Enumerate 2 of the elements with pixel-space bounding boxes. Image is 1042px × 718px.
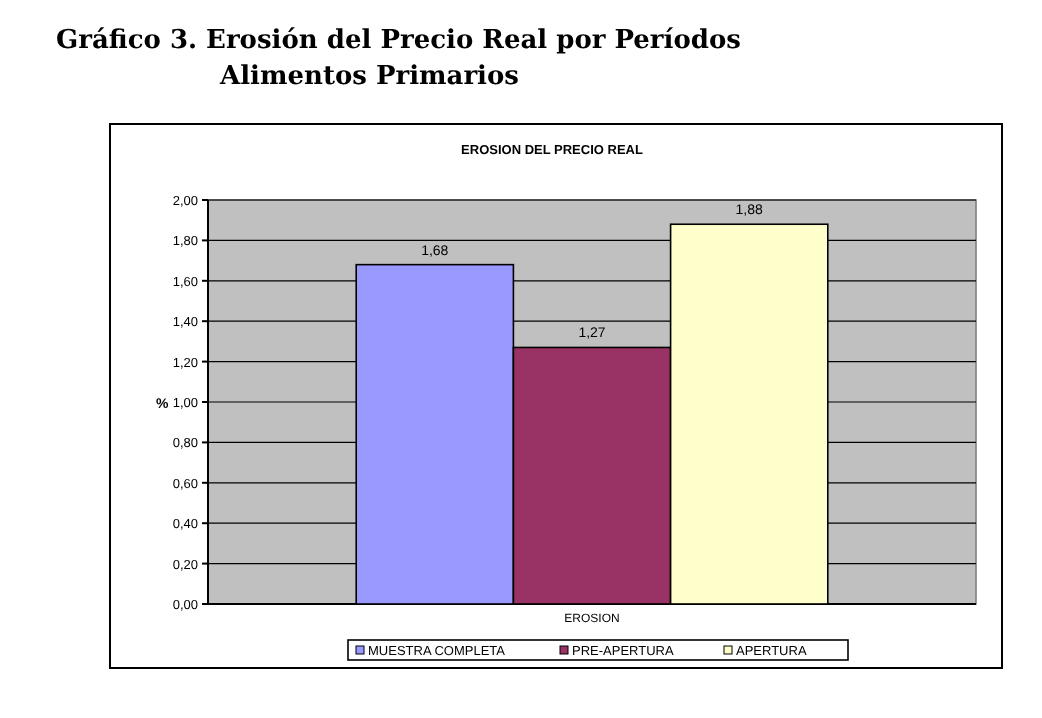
chart-title: Gráfico 3. Erosión del Precio Real por Períodos	[56, 26, 741, 56]
chart-subtitle: Alimentos Primarios	[218, 62, 519, 92]
